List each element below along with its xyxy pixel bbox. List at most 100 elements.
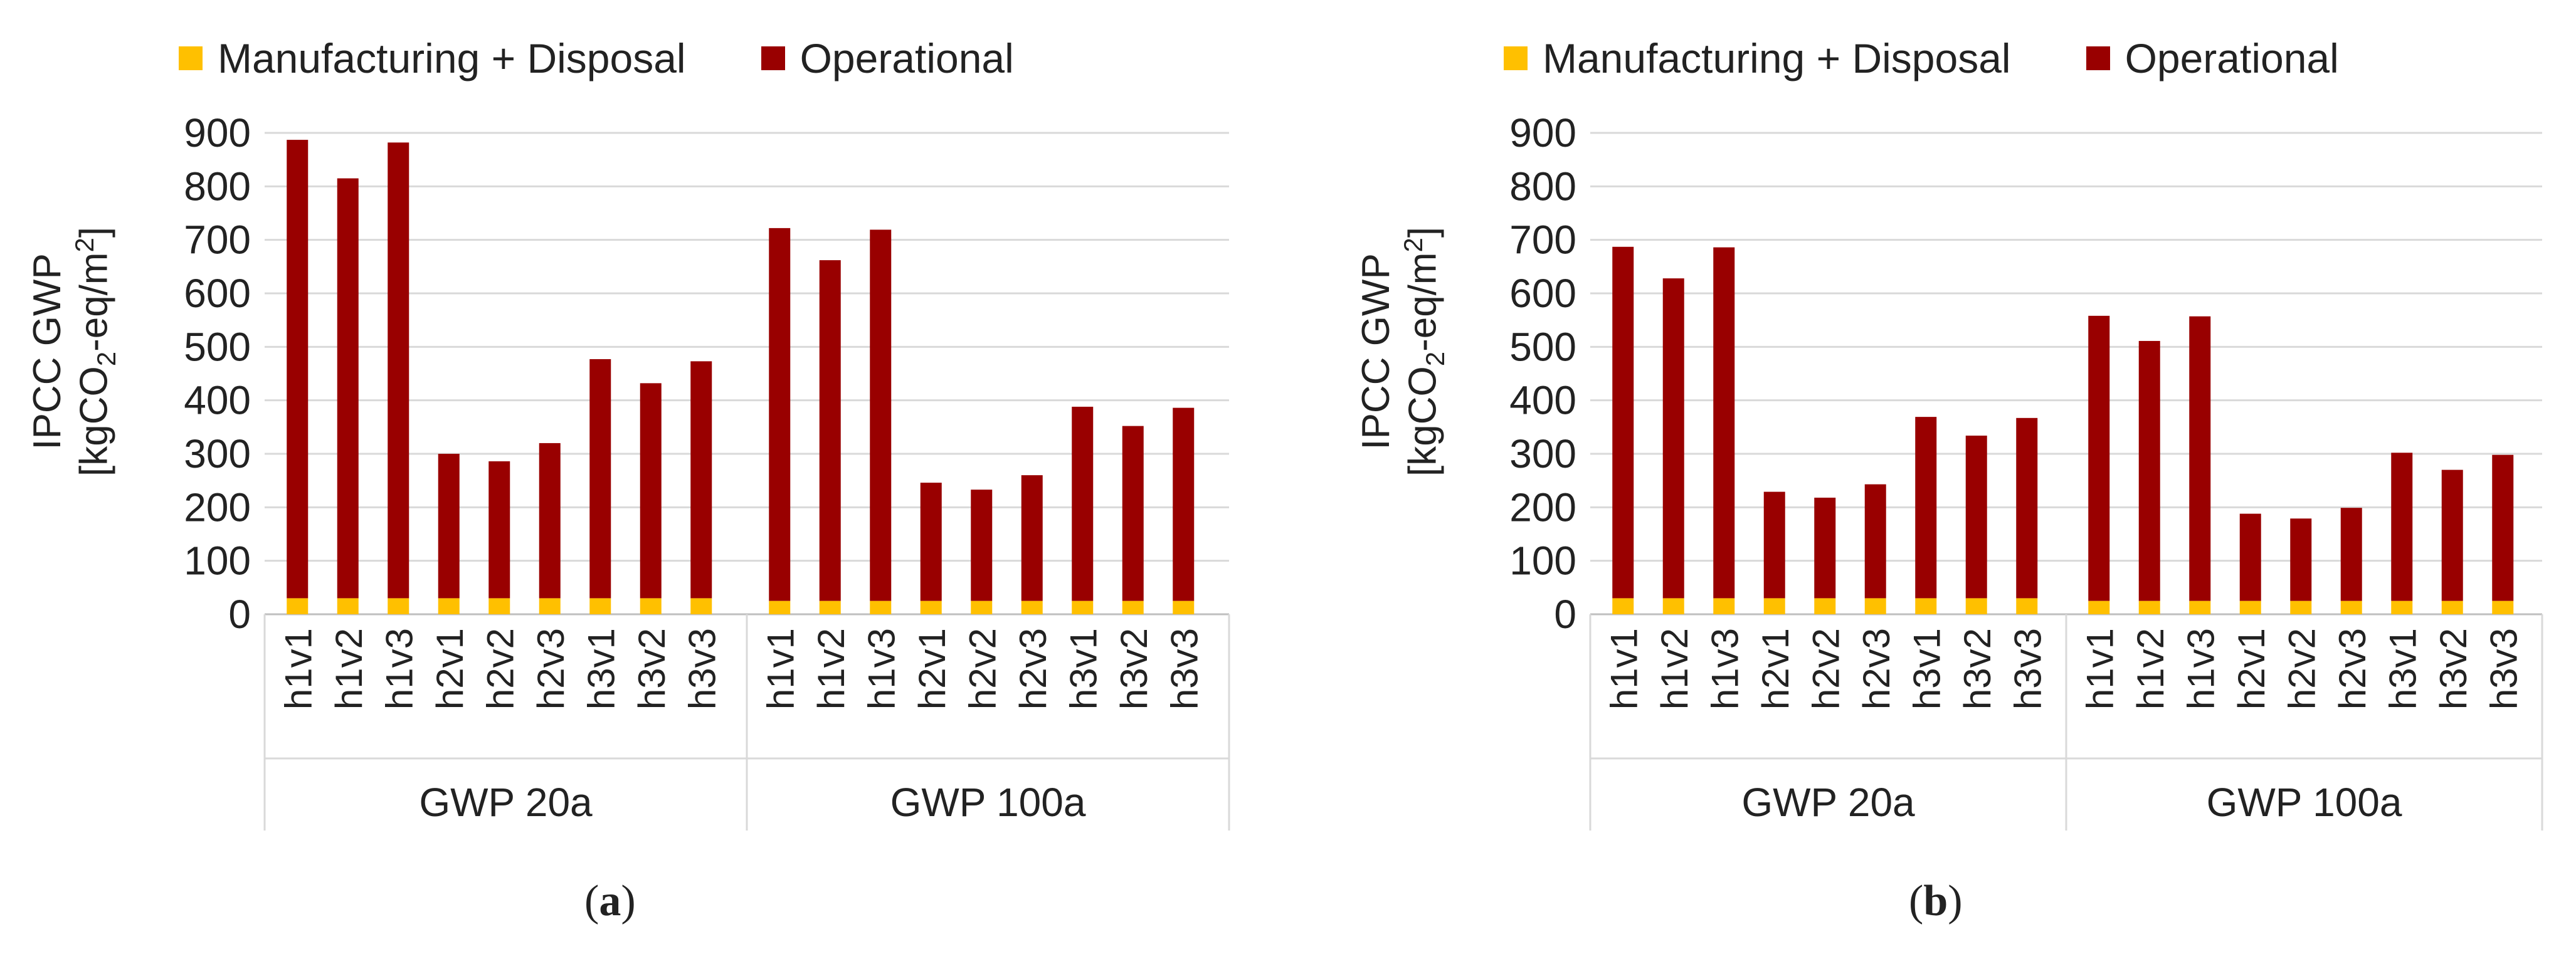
legend: Manufacturing + Disposal Operational <box>1504 34 2414 82</box>
legend-entry-manufacturing: Manufacturing + Disposal <box>1504 34 2011 82</box>
bar-operational-h1v2 <box>337 178 359 599</box>
y-tick-label: 300 <box>184 431 251 476</box>
bar-operational-h3v1 <box>1072 406 1094 601</box>
bar-operational-h2v2 <box>488 461 510 599</box>
bar-operational-h3v1 <box>2391 453 2413 601</box>
y-tick-label: 600 <box>184 271 251 316</box>
bar-manufacturing-h2v2 <box>1814 598 1836 614</box>
bar-operational-h3v2 <box>640 383 662 599</box>
bar-operational-h1v1 <box>1612 246 1634 599</box>
bar-manufacturing-h1v3 <box>870 600 892 614</box>
bar-manufacturing-h1v1 <box>287 598 309 614</box>
bar-manufacturing-h2v2 <box>2290 600 2312 614</box>
y-tick-label: 800 <box>1509 164 1576 209</box>
bar-operational-h3v3 <box>2016 417 2038 599</box>
group-label: GWP 100a <box>2207 780 2402 825</box>
x-tick-label: h2v3 <box>1855 628 1898 710</box>
bar-manufacturing-h3v3 <box>1173 600 1195 614</box>
bar-manufacturing-h2v2 <box>488 598 510 614</box>
x-tick-label: h3v2 <box>631 628 673 710</box>
bar-manufacturing-h2v3 <box>2340 600 2362 614</box>
bar-operational-h1v2 <box>819 260 841 601</box>
y-tick-label: 900 <box>184 110 251 155</box>
y-tick-label: 500 <box>1509 324 1576 369</box>
x-tick-label: h1v3 <box>2180 628 2222 710</box>
chart-panel-b: Manufacturing + Disposal Operational IPC… <box>1288 0 2576 954</box>
legend-swatch-manufacturing <box>1504 46 1528 70</box>
x-tick-label: h3v3 <box>2007 628 2049 710</box>
bar-operational-h1v1 <box>287 140 309 599</box>
y-tick-label: 100 <box>1509 538 1576 584</box>
x-tick-label: h2v1 <box>911 628 953 710</box>
x-tick-label: h2v2 <box>961 628 1003 710</box>
legend-swatch-operational <box>761 46 785 70</box>
chart-panel-a: Manufacturing + Disposal Operational IPC… <box>26 34 1230 925</box>
y-tick-label: 800 <box>184 164 251 209</box>
bar-manufacturing-h2v1 <box>2239 600 2261 614</box>
legend: Manufacturing + Disposal Operational <box>179 34 1089 82</box>
legend-entry-manufacturing: Manufacturing + Disposal <box>179 34 686 82</box>
bar-operational-h2v1 <box>1763 491 1785 599</box>
x-tick-label: h3v1 <box>1906 628 1948 710</box>
group-label: GWP 20a <box>1741 780 1915 825</box>
x-tick-label: h3v1 <box>580 628 622 710</box>
x-tick-label: h1v2 <box>810 628 852 710</box>
y-tick-label: 500 <box>184 324 251 369</box>
bar-operational-h1v3 <box>388 142 409 599</box>
y-tick-label: 300 <box>1509 431 1576 476</box>
bar-operational-h1v2 <box>2138 340 2160 601</box>
bar-manufacturing-h1v2 <box>819 600 841 614</box>
bar-manufacturing-h3v1 <box>1915 598 1937 614</box>
legend-label-operational: Operational <box>2125 35 2339 81</box>
legend-swatch-manufacturing <box>179 46 203 70</box>
x-tick-label: h1v2 <box>1654 628 1696 710</box>
y-tick-label: 200 <box>1509 485 1576 530</box>
bar-manufacturing-h1v1 <box>769 600 791 614</box>
x-tick-label: h2v3 <box>2331 628 2373 710</box>
y-tick-label: 700 <box>184 218 251 263</box>
bar-manufacturing-h1v3 <box>2189 600 2211 614</box>
y-tick-label: 200 <box>184 485 251 530</box>
bar-operational-h2v2 <box>1814 497 1836 599</box>
bar-operational-h3v2 <box>1965 435 1987 599</box>
bar-manufacturing-h1v2 <box>1662 598 1684 614</box>
bar-operational-h3v3 <box>2492 454 2514 601</box>
x-tick-label: h1v3 <box>1704 628 1746 710</box>
bar-manufacturing-h3v1 <box>589 598 611 614</box>
x-tick-label: h2v1 <box>1755 628 1797 710</box>
bar-manufacturing-h1v2 <box>2138 600 2160 614</box>
bar-manufacturing-h3v1 <box>2391 600 2413 614</box>
bar-manufacturing-h3v3 <box>690 598 712 614</box>
y-tick-label: 700 <box>1509 218 1576 263</box>
x-tick-label: h2v3 <box>1012 628 1054 710</box>
bar-manufacturing-h2v1 <box>1763 598 1785 614</box>
x-tick-label: h3v3 <box>2483 628 2525 710</box>
x-tick-label: h1v1 <box>1603 628 1645 710</box>
bar-manufacturing-h2v1 <box>920 600 942 614</box>
bar-operational-h2v3 <box>1021 475 1043 601</box>
x-tick-label: h1v1 <box>759 628 801 710</box>
x-tick-label: h2v2 <box>479 628 521 710</box>
bar-manufacturing-h3v2 <box>1965 598 1987 614</box>
x-tick-label: h1v1 <box>277 628 319 710</box>
group-label: GWP 20a <box>419 780 593 825</box>
bar-operational-h2v2 <box>971 490 993 601</box>
x-tick-label: h3v2 <box>2432 628 2474 710</box>
x-tick-label: h3v3 <box>1163 628 1205 710</box>
legend-entry-operational: Operational <box>2086 34 2339 82</box>
bar-manufacturing-h3v2 <box>1122 600 1144 614</box>
x-tick-label: h3v1 <box>2382 628 2424 710</box>
bar-operational-h1v1 <box>769 228 791 601</box>
x-tick-label: h1v1 <box>2079 628 2121 710</box>
bar-manufacturing-h1v3 <box>388 598 409 614</box>
bar-manufacturing-h2v2 <box>971 600 993 614</box>
bar-manufacturing-h2v3 <box>539 598 561 614</box>
x-tick-label: h2v1 <box>429 628 471 710</box>
y-tick-label: 0 <box>228 592 251 637</box>
bar-manufacturing-h3v1 <box>1072 600 1094 614</box>
x-tick-label: h1v3 <box>378 628 420 710</box>
y-tick-label: 400 <box>184 378 251 423</box>
bar-operational-h2v3 <box>539 443 561 599</box>
x-tick-label: h1v2 <box>2130 628 2172 710</box>
